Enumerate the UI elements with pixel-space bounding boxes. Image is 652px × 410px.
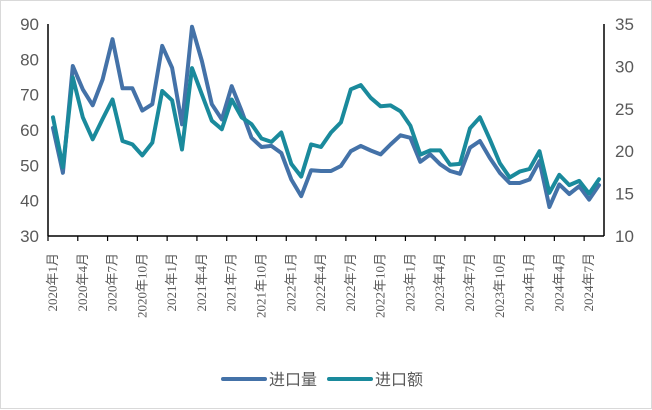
x-tick-label: 2021年4月 [194,253,209,312]
left-tick-label: 90 [20,15,39,34]
right-tick-label: 25 [615,100,634,119]
left-tick-label: 50 [20,156,39,175]
legend-label: 进口额 [375,370,423,389]
x-tick-label: 2024年7月 [581,253,596,312]
legend: 进口量 进口额 [221,370,423,389]
x-tick-label: 2024年4月 [551,253,566,312]
x-tick-label: 2024年1月 [522,253,537,312]
x-tick-label: 2022年10月 [373,253,388,318]
left-tick-label: 40 [20,192,39,211]
series-lines [51,24,601,209]
left-tick-label: 70 [20,86,39,105]
right-tick-label: 35 [615,15,634,34]
left-tick-label: 60 [20,121,39,140]
right-tick-label: 20 [615,142,634,161]
series-line-import-value [51,66,601,196]
x-tick-label: 2022年4月 [313,253,328,312]
x-tick-label: 2020年10月 [134,253,149,318]
x-tick-label: 2023年4月 [432,253,447,312]
axes: 30 40 50 60 70 80 90 10 15 20 25 30 35 2020年1月 2020年4月… [20,15,634,318]
x-tick-label: 2023年10月 [492,253,507,318]
left-tick-label: 80 [20,50,39,69]
x-tick-label: 2021年10月 [253,253,268,318]
x-tick-label: 2020年7月 [105,253,120,312]
series-line-import-volume [51,24,601,209]
x-tick-label: 2020年1月 [45,253,60,312]
x-tick-label: 2022年1月 [283,253,298,312]
x-tick-label: 2021年1月 [164,253,179,312]
x-tick-label: 2023年7月 [462,253,477,312]
x-tick-label: 2020年4月 [75,253,90,312]
right-tick-label: 30 [615,57,634,76]
x-tick-label: 2023年1月 [402,253,417,312]
right-tick-label: 10 [615,227,634,246]
x-tick-label: 2021年7月 [224,253,239,312]
legend-label: 进口量 [269,370,317,389]
left-tick-label: 30 [20,227,39,246]
right-tick-label: 15 [615,185,634,204]
x-tick-label: 2022年7月 [343,253,358,312]
